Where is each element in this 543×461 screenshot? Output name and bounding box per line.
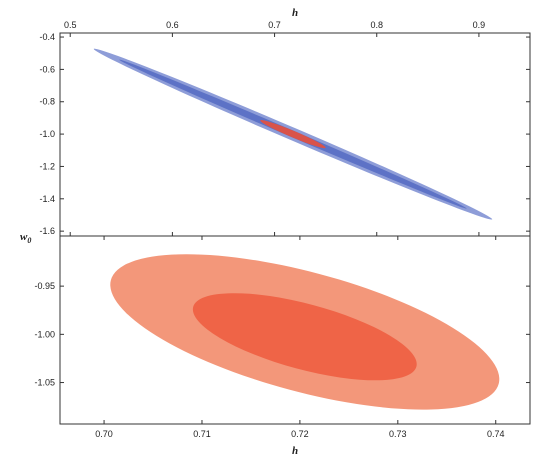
plot-frame <box>59 235 531 425</box>
y-tick-label: -1.6 <box>39 226 55 236</box>
x-tick-label: 0.5 <box>64 20 77 30</box>
y-tick-label: -1.05 <box>34 378 55 388</box>
y-tick-label: -1.4 <box>39 194 55 204</box>
y-axis-label: w0 <box>20 231 31 245</box>
y-tick-label: -0.95 <box>34 281 55 291</box>
confidence-region-2 <box>192 293 417 381</box>
y-tick-label: -0.8 <box>39 97 55 107</box>
x-tick-label: 0.6 <box>166 20 179 30</box>
confidence-region-3 <box>260 120 326 149</box>
x-tick-label: 0.8 <box>370 20 383 30</box>
x-tick-label: 0.72 <box>291 429 309 439</box>
y-tick-label: -1.0 <box>39 129 55 139</box>
y-tick-label: -0.6 <box>39 64 55 74</box>
y-tick-label: -0.4 <box>39 32 55 42</box>
x-tick-label: 0.70 <box>95 429 113 439</box>
x-tick-label: 0.73 <box>389 429 407 439</box>
x-axis-label: h <box>292 445 298 457</box>
x-tick-label: 0.7 <box>268 20 281 30</box>
panel-bottom: 0.70 0.71 0.72 0.73 0.74 -0.95 -1.00 -1.05 h <box>34 235 531 457</box>
panel-top: 0.5 0.6 0.7 0.8 0.9 -0.4 -0.6 -0.8 -1.0 -1.2 -1.4 -… <box>39 7 531 237</box>
x-axis-label: h <box>292 7 298 19</box>
x-tick-label: 0.74 <box>487 429 505 439</box>
x-tick-label: 0.71 <box>193 429 211 439</box>
y-tick-label: -1.2 <box>39 161 55 171</box>
y-tick-label: -1.00 <box>34 329 55 339</box>
x-tick-label: 0.9 <box>473 20 486 30</box>
